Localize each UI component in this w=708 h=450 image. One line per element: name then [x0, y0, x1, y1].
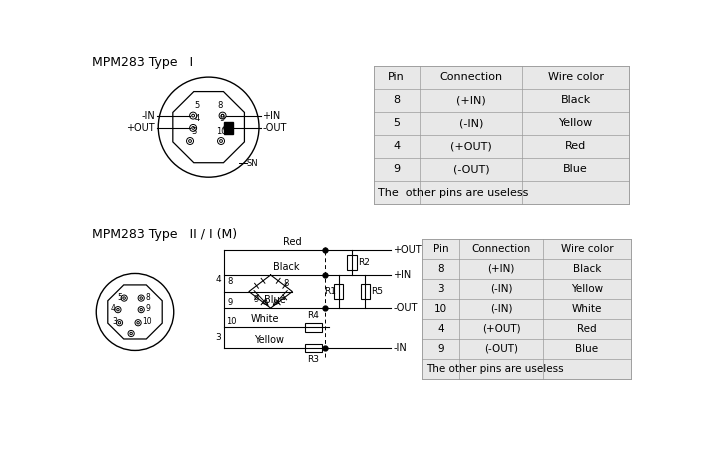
Text: Pin: Pin: [433, 244, 448, 254]
Text: 3: 3: [215, 333, 221, 342]
Text: 3: 3: [113, 317, 118, 326]
Text: Black: Black: [561, 95, 591, 105]
Text: (-OUT): (-OUT): [484, 344, 518, 354]
Text: 9: 9: [253, 295, 259, 304]
Text: Connection: Connection: [440, 72, 503, 82]
Bar: [360, 284, 370, 299]
Bar: [422, 239, 631, 379]
Text: -IN: -IN: [393, 343, 407, 353]
Text: The  other pins are useless: The other pins are useless: [377, 188, 528, 198]
Text: -OUT: -OUT: [393, 303, 418, 313]
Text: Yellow: Yellow: [571, 284, 603, 294]
Text: 4: 4: [195, 113, 200, 122]
Text: White: White: [572, 304, 603, 314]
Text: +OUT: +OUT: [127, 123, 155, 133]
Text: R4: R4: [307, 311, 319, 320]
Text: R5: R5: [372, 287, 383, 296]
Text: +IN: +IN: [393, 270, 411, 280]
Text: Connection: Connection: [472, 244, 531, 254]
Text: (-IN): (-IN): [490, 304, 513, 314]
Text: 4: 4: [215, 274, 221, 284]
Text: 9: 9: [393, 165, 400, 175]
Text: Wire color: Wire color: [561, 244, 613, 254]
Text: 10: 10: [217, 126, 227, 135]
Text: 9: 9: [438, 344, 444, 354]
Bar: [374, 66, 629, 204]
Text: +OUT: +OUT: [393, 245, 422, 255]
Text: 4: 4: [110, 304, 115, 313]
Text: Black: Black: [273, 262, 299, 272]
Text: Red: Red: [565, 141, 586, 151]
Bar: [304, 323, 321, 332]
Text: Yellow: Yellow: [254, 335, 284, 345]
Text: 8: 8: [283, 279, 288, 288]
Text: 8: 8: [145, 293, 150, 302]
Text: 4: 4: [393, 141, 400, 151]
Bar: [334, 284, 343, 299]
Text: (+IN): (+IN): [456, 95, 486, 105]
Text: The other pins are useless: The other pins are useless: [426, 364, 564, 374]
Text: 9: 9: [219, 113, 224, 122]
Text: Pin: Pin: [389, 72, 405, 82]
Bar: [304, 344, 321, 352]
Text: 9: 9: [227, 297, 232, 306]
Text: Blue: Blue: [263, 295, 285, 305]
Text: 10: 10: [226, 317, 236, 326]
Text: (+IN): (+IN): [488, 264, 515, 274]
Text: 4: 4: [438, 324, 444, 334]
Text: 10: 10: [142, 317, 152, 326]
Bar: [224, 122, 234, 134]
Text: Red: Red: [283, 237, 302, 247]
Text: 8: 8: [227, 277, 233, 286]
Text: (+OUT): (+OUT): [482, 324, 520, 334]
Text: 3: 3: [192, 126, 197, 135]
Text: Blue: Blue: [576, 344, 599, 354]
Text: 3: 3: [438, 284, 444, 294]
Text: 5: 5: [195, 101, 200, 110]
Text: MPM283 Type   I: MPM283 Type I: [92, 56, 193, 69]
Text: -IN: -IN: [142, 111, 155, 121]
Text: Yellow: Yellow: [559, 118, 593, 128]
Text: -OUT: -OUT: [262, 123, 287, 133]
Bar: [348, 255, 357, 270]
Text: (-IN): (-IN): [459, 118, 483, 128]
Text: R2: R2: [358, 258, 370, 267]
Text: (-IN): (-IN): [490, 284, 513, 294]
Text: 8: 8: [393, 95, 400, 105]
Polygon shape: [173, 92, 244, 163]
Text: SN: SN: [246, 159, 258, 168]
Text: Blue: Blue: [564, 165, 588, 175]
Polygon shape: [108, 285, 162, 339]
Text: 8: 8: [217, 101, 222, 110]
Text: White: White: [250, 314, 279, 324]
Text: Black: Black: [573, 264, 601, 274]
Text: (+OUT): (+OUT): [450, 141, 492, 151]
Text: R1: R1: [324, 287, 336, 296]
Text: 8: 8: [438, 264, 444, 274]
Text: MPM283 Type   II / I (M): MPM283 Type II / I (M): [92, 228, 237, 241]
Text: 5: 5: [393, 118, 400, 128]
Text: (-OUT): (-OUT): [452, 165, 489, 175]
Text: 10: 10: [434, 304, 447, 314]
Text: Wire color: Wire color: [548, 72, 604, 82]
Text: Red: Red: [577, 324, 597, 334]
Text: +IN: +IN: [262, 111, 280, 121]
Text: 9: 9: [145, 304, 150, 313]
Text: 5: 5: [117, 293, 122, 302]
Text: R3: R3: [307, 355, 319, 364]
